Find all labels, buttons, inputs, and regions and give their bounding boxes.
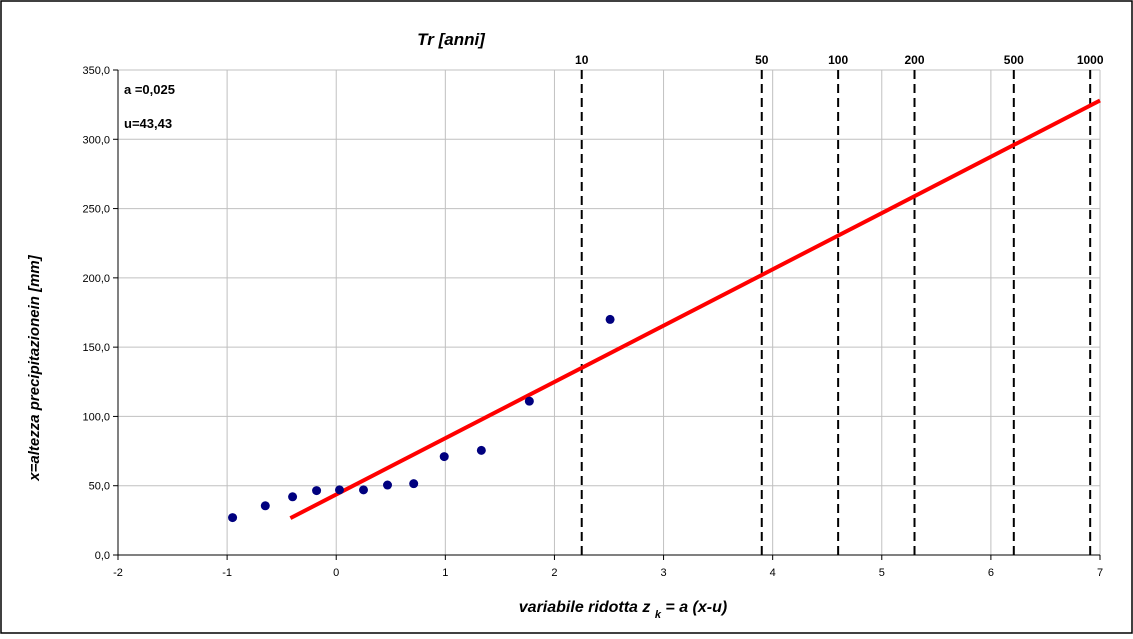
data-point bbox=[409, 479, 419, 489]
return-period-label: 500 bbox=[1004, 53, 1024, 67]
data-point bbox=[228, 513, 238, 523]
annotations: a =0,025 u=43,43 bbox=[124, 82, 175, 131]
return-period-label: 10 bbox=[575, 53, 589, 67]
return-period-label: 100 bbox=[828, 53, 848, 67]
data-point bbox=[312, 486, 322, 496]
y-tick-label: 100,0 bbox=[82, 411, 110, 423]
data-point bbox=[260, 501, 270, 511]
y-tick-label: 0,0 bbox=[95, 550, 110, 562]
x-tick-label: 1 bbox=[442, 567, 448, 579]
chart-title: Tr [anni] bbox=[417, 30, 486, 49]
x-tick-label: 7 bbox=[1097, 567, 1103, 579]
x-axis-label-main: variabile ridotta z bbox=[519, 599, 651, 616]
data-point bbox=[524, 396, 534, 406]
y-tick-label: 200,0 bbox=[82, 273, 110, 285]
data-points bbox=[228, 314, 615, 523]
data-point bbox=[359, 485, 368, 495]
x-tick-label: 2 bbox=[551, 567, 557, 579]
x-axis-label-tail: = a (x-u) bbox=[665, 599, 727, 616]
y-tick-label: 50,0 bbox=[89, 481, 110, 493]
y-tick-label: 250,0 bbox=[82, 204, 110, 216]
x-tick-label: 5 bbox=[879, 567, 885, 579]
grid bbox=[117, 69, 1101, 556]
x-axis-label-subscript: k bbox=[655, 609, 662, 621]
return-period-lines: 10 50 100 200 500 1000 bbox=[575, 53, 1104, 555]
data-point bbox=[476, 445, 486, 455]
data-point bbox=[439, 452, 449, 462]
y-tick-label: 350,0 bbox=[82, 65, 110, 77]
y-axis-label: x=altezza precipitazionein [mm] bbox=[26, 254, 43, 481]
x-tick-label: 0 bbox=[333, 567, 339, 579]
annotation-a: a =0,025 bbox=[124, 82, 175, 97]
y-tick-label: 300,0 bbox=[82, 134, 110, 146]
data-point bbox=[288, 492, 298, 502]
return-period-label: 50 bbox=[755, 53, 769, 67]
annotation-u: u=43,43 bbox=[124, 116, 172, 131]
return-period-label: 200 bbox=[904, 53, 924, 67]
data-point bbox=[383, 480, 393, 490]
data-point bbox=[334, 485, 344, 495]
x-tick-label: 4 bbox=[770, 567, 776, 579]
fit-line bbox=[289, 98, 1101, 520]
data-point bbox=[605, 314, 615, 324]
x-axis-label: variabile ridotta z k = a (x-u) bbox=[519, 599, 727, 621]
y-tick-label: 150,0 bbox=[82, 342, 110, 354]
x-tick-label: 3 bbox=[660, 567, 666, 579]
x-tick-label: -1 bbox=[222, 567, 232, 579]
return-period-label: 1000 bbox=[1077, 53, 1104, 67]
x-tick-label: -2 bbox=[113, 567, 123, 579]
axes: -2 -1 0 1 2 3 4 5 6 7 0,0 50,0 100,0 150,0 200,0 250,0 3… bbox=[82, 65, 1103, 579]
fit-line-group bbox=[289, 98, 1101, 520]
x-tick-label: 6 bbox=[988, 567, 994, 579]
